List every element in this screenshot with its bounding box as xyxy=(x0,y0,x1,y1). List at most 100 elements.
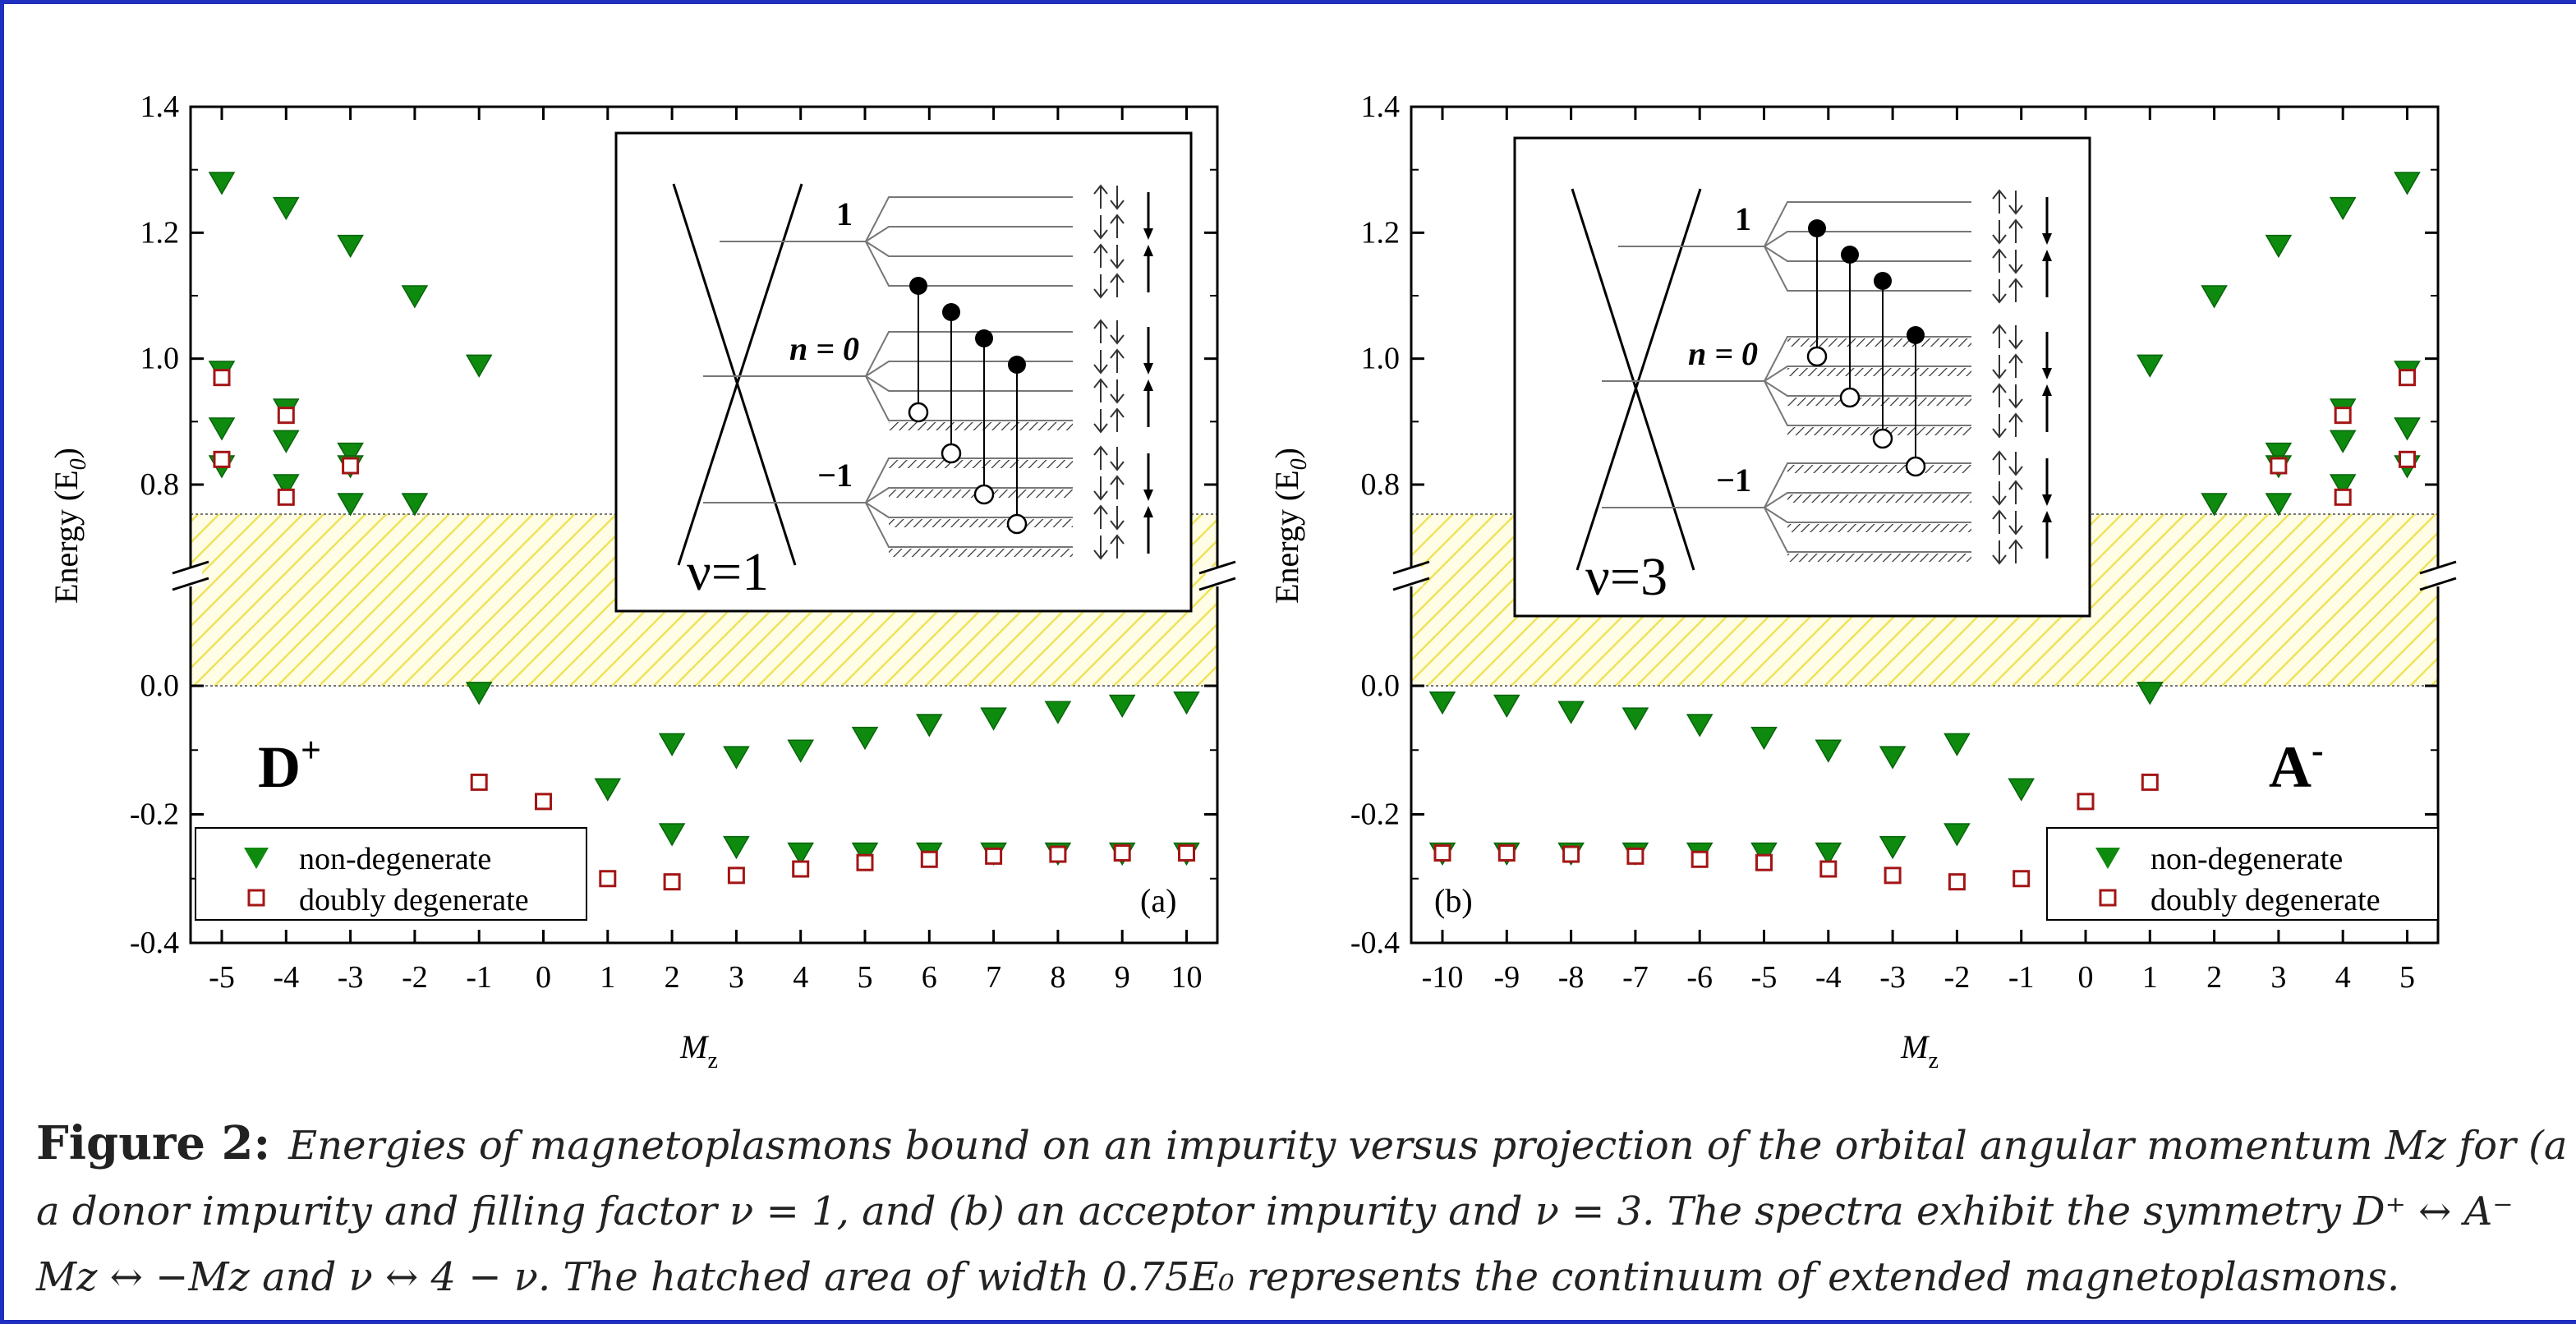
inset-spin-arrow-head xyxy=(2008,480,2023,490)
inset-spin-up-head xyxy=(1143,506,1153,517)
inset-hole xyxy=(1006,513,1028,535)
inset-level-label: −1 xyxy=(1716,462,1751,499)
x-tick-label: 9 xyxy=(1115,960,1130,995)
x-tick-label: 5 xyxy=(2399,960,2415,995)
inset-spin-down-head xyxy=(2042,494,2052,506)
inset-filled-sublevel xyxy=(1787,368,1971,376)
inset-spin-arrow-head xyxy=(1992,509,2007,520)
marker-nondegenerate xyxy=(2137,354,2164,378)
marker-nondegenerate xyxy=(980,707,1007,731)
y-axis-label: Energy (E0) xyxy=(48,448,91,604)
marker-doubly-degenerate xyxy=(1819,860,1838,878)
y-tick-label: 1.0 xyxy=(1361,342,1401,376)
marker-nondegenerate xyxy=(2265,493,2293,517)
x-tick-label: -1 xyxy=(466,960,492,995)
x-tick-label: 10 xyxy=(1171,960,1203,995)
marker-nondegenerate xyxy=(1944,733,1971,756)
marker-nondegenerate xyxy=(1493,694,1520,718)
inset-spin-arrow-head xyxy=(1093,243,1108,254)
inset-spin-arrow-head xyxy=(1992,248,2007,259)
figure-caption: Figure 2: Energies of magnetoplasmons bou… xyxy=(36,1110,2576,1310)
marker-nondegenerate xyxy=(273,430,300,453)
inset-spin-arrow-head xyxy=(1992,189,2007,200)
marker-doubly-degenerate xyxy=(535,793,552,811)
x-tick-label: -3 xyxy=(338,960,364,995)
marker-doubly-degenerate xyxy=(792,860,810,878)
marker-nondegenerate xyxy=(1428,691,1456,715)
marker-doubly-degenerate xyxy=(727,867,745,885)
inset-sublevel-line xyxy=(1764,507,1971,553)
legend-marker-nondegenerate xyxy=(244,848,269,869)
marker-doubly-degenerate xyxy=(1562,845,1580,863)
marker-nondegenerate xyxy=(2394,172,2421,195)
inset-spin-arrow-head xyxy=(2008,353,2023,364)
marker-nondegenerate xyxy=(337,442,364,467)
inset-filling-label: ν=3 xyxy=(1585,547,1668,607)
inset-sublevel-line xyxy=(865,487,1073,503)
inset-hole xyxy=(1905,456,1926,477)
inset-spin-arrow-head xyxy=(1110,348,1125,359)
inset-spin-arrow-head xyxy=(2008,264,2023,274)
marker-nondegenerate xyxy=(1173,691,1200,715)
marker-nondegenerate xyxy=(2008,778,2035,802)
inset-spin-arrow-head xyxy=(1992,293,2007,304)
y-axis-label-end: ) xyxy=(48,448,85,458)
y-axis-label: Energy (E0) xyxy=(1268,448,1312,604)
inset-cone-line xyxy=(672,183,797,566)
inset-cone-line xyxy=(1576,188,1702,571)
inset-spin-arrow-head xyxy=(1992,428,2007,439)
inset-electron xyxy=(1808,219,1826,237)
inset-spin-arrow-head xyxy=(1110,461,1125,471)
marker-doubly-degenerate xyxy=(856,853,874,871)
marker-doubly-degenerate xyxy=(1178,844,1195,862)
inset-spin-arrow-head xyxy=(1110,520,1125,531)
inset-hole xyxy=(973,484,995,505)
marker-nondegenerate xyxy=(594,778,622,802)
impurity-label-charge: + xyxy=(301,730,321,770)
x-tick-label: -10 xyxy=(1422,960,1464,995)
x-tick-label: 7 xyxy=(986,960,1001,995)
marker-doubly-degenerate xyxy=(1049,845,1067,863)
axis-break-mark xyxy=(172,577,209,591)
x-tick-label: -4 xyxy=(1815,960,1842,995)
inset-spin-arrow-head xyxy=(1093,288,1108,299)
inset-electron xyxy=(975,329,993,347)
axis-break-mark xyxy=(1198,560,1236,575)
x-axis-label-sub: z xyxy=(707,1048,717,1073)
axis-break-mark xyxy=(2419,577,2457,591)
inset-electron xyxy=(942,303,960,321)
inset-spin-up-head xyxy=(2042,250,2052,261)
axis-break-mark xyxy=(1198,577,1236,591)
marker-nondegenerate xyxy=(1815,739,1842,763)
x-tick-label: -2 xyxy=(402,960,428,995)
inset-sublevel-line xyxy=(865,196,1073,242)
impurity-label: D+ xyxy=(258,730,321,800)
inset-electron xyxy=(1841,246,1859,264)
inset-spin-arrow-head xyxy=(2008,398,2023,409)
marker-nondegenerate xyxy=(273,196,300,221)
y-tick-label: -0.2 xyxy=(1350,798,1400,832)
inset-hole xyxy=(1872,428,1893,449)
marker-nondegenerate xyxy=(658,823,686,847)
inset-sublevel-line xyxy=(865,502,1073,548)
inset-spin-arrow-head xyxy=(2008,278,2023,288)
y-tick-label: 0.8 xyxy=(1361,467,1401,502)
x-tick-label: -9 xyxy=(1493,960,1520,995)
x-axis-label-sub: z xyxy=(1928,1048,1938,1073)
x-tick-label: 4 xyxy=(2335,960,2351,995)
axis-break-mark xyxy=(2419,560,2457,575)
marker-doubly-degenerate xyxy=(213,369,231,387)
inset-spin-down-head xyxy=(1143,490,1153,501)
inset-spin-arrow-head xyxy=(1093,504,1108,515)
inset-spin-up-head xyxy=(2042,511,2052,522)
marker-nondegenerate xyxy=(2201,285,2228,309)
inset-box xyxy=(614,131,1193,613)
x-tick-label: -6 xyxy=(1686,960,1713,995)
x-tick-label: 0 xyxy=(2078,960,2094,995)
marker-doubly-degenerate xyxy=(1433,844,1451,862)
marker-doubly-degenerate xyxy=(1626,847,1644,865)
marker-doubly-degenerate xyxy=(342,457,360,475)
x-tick-label: 5 xyxy=(858,960,873,995)
axis-break-mark xyxy=(172,560,209,575)
inset-sublevel-line xyxy=(1764,492,1971,508)
